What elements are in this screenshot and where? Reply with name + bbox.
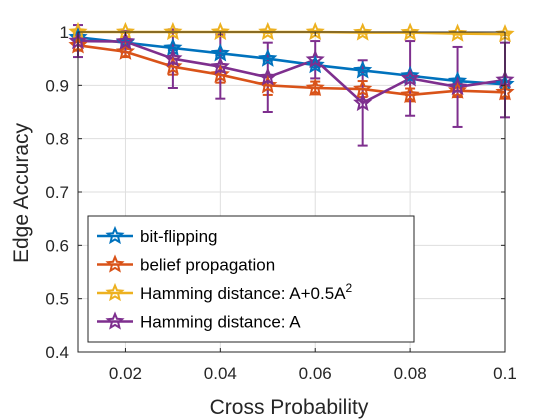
series-markers <box>68 21 515 112</box>
data-point-marker <box>305 77 325 97</box>
x-tick-label: 0.06 <box>299 364 332 383</box>
x-tick-label: 0.08 <box>394 364 427 383</box>
y-tick-label: 0.6 <box>45 236 69 255</box>
series-line <box>77 44 506 97</box>
legend-marker <box>105 282 125 302</box>
data-point-marker <box>258 48 278 67</box>
series-lines <box>77 30 506 105</box>
data-point-marker <box>400 68 420 87</box>
data-point-marker <box>258 75 278 94</box>
y-tick-label: 0.5 <box>45 290 69 309</box>
data-point-marker <box>258 67 278 86</box>
legend-label: belief propagation <box>140 256 275 275</box>
data-point-marker <box>163 48 183 67</box>
legend: bit-flipping belief propagation Hamming di… <box>87 215 415 343</box>
series-line <box>77 36 506 86</box>
legend-marker <box>105 225 125 245</box>
data-point-marker <box>210 64 230 83</box>
data-point-marker <box>353 92 373 112</box>
x-axis-label: Cross Probability <box>210 396 369 419</box>
data-point-marker <box>210 56 230 75</box>
x-tick-label: 0.04 <box>204 364 237 383</box>
data-point-marker <box>447 23 468 42</box>
x-tick-label: 0.02 <box>109 364 142 383</box>
data-point-marker <box>305 54 325 74</box>
series-line <box>77 39 506 105</box>
y-tick-label: 1 <box>60 23 69 42</box>
data-point-marker <box>305 49 325 68</box>
y-tick-label: 0.7 <box>45 183 69 202</box>
data-point-marker <box>258 21 278 41</box>
legend-label: Hamming distance: A+0.5A2 <box>140 281 353 303</box>
y-tick-label: 0.8 <box>45 130 69 149</box>
data-point-marker <box>353 78 373 98</box>
data-point-marker <box>447 76 468 96</box>
data-point-marker <box>163 56 183 75</box>
y-tick-label: 0.9 <box>45 76 69 95</box>
data-point-marker <box>447 80 468 99</box>
axis-ticks: 0.02 0.04 0.06 0.08 0.1 0.4 0.5 0.6 0.7 0.8 0.9 1 <box>45 23 516 383</box>
data-point-marker <box>163 21 183 41</box>
legend-marker <box>105 311 125 330</box>
data-point-marker <box>400 65 420 84</box>
data-point-marker <box>353 22 373 41</box>
data-point-marker <box>353 60 373 79</box>
legend-label: Hamming distance: A <box>140 313 301 332</box>
y-tick-label: 0.4 <box>45 343 69 362</box>
data-point-marker <box>115 31 136 50</box>
legend-label: bit-flipping <box>140 227 218 246</box>
legend-label-superscript: 2 <box>346 281 353 295</box>
data-point-marker <box>400 84 420 104</box>
y-axis-label: Edge Accuracy <box>10 122 33 263</box>
x-tick-label: 0.1 <box>493 364 517 383</box>
legend-box <box>87 215 415 343</box>
legend-marker <box>105 254 125 273</box>
